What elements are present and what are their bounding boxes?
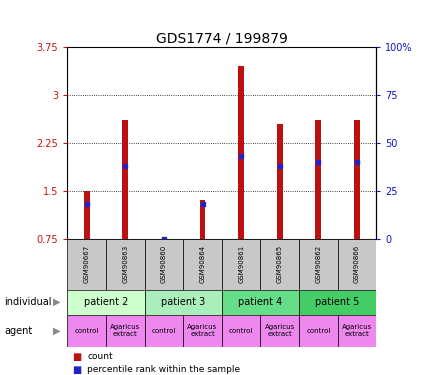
Text: GSM90861: GSM90861 <box>237 245 243 284</box>
Bar <box>144 315 183 347</box>
Text: Agaricus
extract: Agaricus extract <box>264 324 294 338</box>
Text: GSM90865: GSM90865 <box>276 245 282 283</box>
Bar <box>260 239 299 290</box>
Text: ▶: ▶ <box>53 297 60 307</box>
Bar <box>337 239 375 290</box>
Text: Agaricus
extract: Agaricus extract <box>187 324 217 338</box>
Bar <box>315 120 321 239</box>
Text: ▶: ▶ <box>53 326 60 336</box>
Bar <box>276 124 282 239</box>
Bar <box>299 239 337 290</box>
Bar <box>84 191 89 239</box>
Text: ■: ■ <box>72 352 81 362</box>
Bar <box>144 290 221 315</box>
Text: GSM90860: GSM90860 <box>161 245 167 284</box>
Text: Agaricus
extract: Agaricus extract <box>341 324 371 338</box>
Bar <box>221 315 260 347</box>
Bar <box>67 315 106 347</box>
Bar <box>106 315 144 347</box>
Text: Agaricus
extract: Agaricus extract <box>110 324 140 338</box>
Text: GSM90667: GSM90667 <box>83 245 89 284</box>
Text: control: control <box>228 328 253 334</box>
Bar <box>260 315 299 347</box>
Text: control: control <box>151 328 176 334</box>
Bar <box>67 290 144 315</box>
Text: individual: individual <box>4 297 52 307</box>
Text: agent: agent <box>4 326 33 336</box>
Text: GSM90863: GSM90863 <box>122 245 128 284</box>
Bar <box>299 290 375 315</box>
Bar <box>299 315 337 347</box>
Text: patient 2: patient 2 <box>84 297 128 307</box>
Text: GSM90864: GSM90864 <box>199 245 205 283</box>
Text: patient 5: patient 5 <box>315 297 359 307</box>
Text: control: control <box>74 328 99 334</box>
Bar <box>67 239 106 290</box>
Bar <box>221 239 260 290</box>
Bar <box>106 239 144 290</box>
Bar <box>337 315 375 347</box>
Text: control: control <box>306 328 330 334</box>
Bar <box>238 66 243 239</box>
Text: GSM90862: GSM90862 <box>315 245 321 283</box>
Text: ■: ■ <box>72 364 81 375</box>
Bar <box>183 315 221 347</box>
Title: GDS1774 / 199879: GDS1774 / 199879 <box>155 32 287 46</box>
Text: percentile rank within the sample: percentile rank within the sample <box>87 364 240 374</box>
Bar <box>353 120 359 239</box>
Bar <box>183 239 221 290</box>
Bar <box>221 290 299 315</box>
Text: count: count <box>87 352 112 361</box>
Bar <box>122 120 128 239</box>
Bar <box>199 201 205 239</box>
Text: patient 3: patient 3 <box>161 297 205 307</box>
Bar <box>144 239 183 290</box>
Text: GSM90866: GSM90866 <box>353 245 359 284</box>
Text: patient 4: patient 4 <box>238 297 282 307</box>
